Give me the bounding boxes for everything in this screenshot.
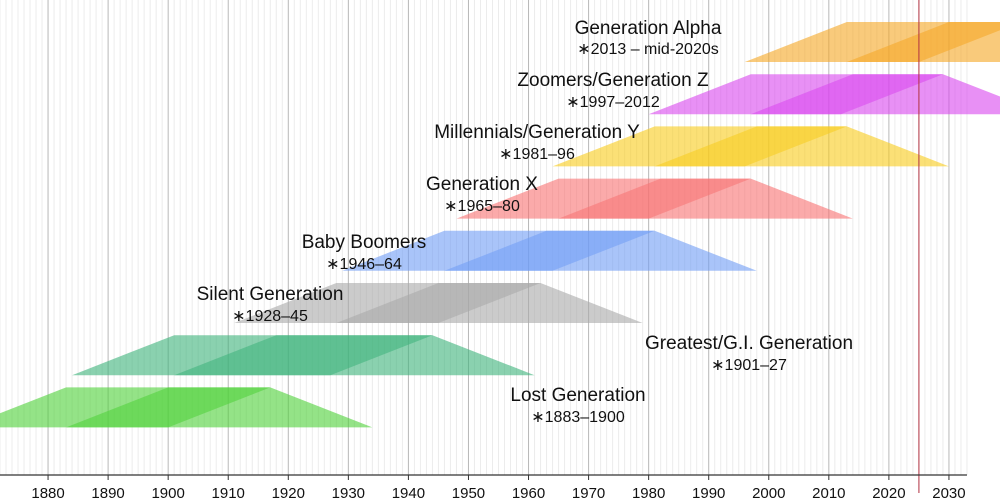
generation-name-label: Silent Generation <box>197 284 344 305</box>
generation-band-silent-generation <box>234 283 643 323</box>
x-axis: 1880 1890 1900 1910 1920 1930 1940 1950 1960 1970… <box>0 474 967 499</box>
x-tick-label: 2010 <box>812 485 845 499</box>
generation-band-generation-x <box>456 178 853 219</box>
x-tick-label: 1900 <box>151 485 184 499</box>
generation-bands <box>0 22 1000 428</box>
x-tick-label: 1970 <box>572 485 605 499</box>
x-tick-label: 1890 <box>91 485 124 499</box>
generation-band-greatest-g-i-generation <box>72 335 535 376</box>
band-core <box>444 230 655 271</box>
generation-years-label: ∗1965–80 <box>444 198 520 215</box>
generation-band-generation-alpha <box>744 22 1000 62</box>
generation-years-label: ∗1883–1900 <box>531 409 625 426</box>
generation-name-label: Millennials/Generation Y <box>434 122 640 143</box>
x-tick-label: 1950 <box>452 485 485 499</box>
generation-band-lost-generation <box>0 387 373 428</box>
x-tick-label: 1990 <box>692 485 725 499</box>
band-core <box>654 126 847 167</box>
x-tick-label: 2020 <box>872 485 905 499</box>
generation-name-label: Generation Alpha <box>575 18 722 39</box>
band-core <box>336 283 541 323</box>
generation-labels: Generation Alpha ∗2013 – mid-2020s Zoomers… <box>197 18 853 426</box>
generation-years-label: ∗1997–2012 <box>566 94 660 111</box>
generation-name-label: Generation X <box>426 174 538 195</box>
generation-band-baby-boomers <box>342 230 757 271</box>
generation-name-label: Greatest/G.I. Generation <box>645 333 853 354</box>
generation-band-millennials-generation-y <box>552 126 949 167</box>
x-tick-label: 2030 <box>932 485 965 499</box>
x-tick-label: 1930 <box>332 485 365 499</box>
generation-years-label: ∗1901–27 <box>711 357 787 374</box>
band-core <box>66 387 271 428</box>
band-core <box>846 22 1000 62</box>
generation-name-label: Zoomers/Generation Z <box>517 70 709 91</box>
generation-years-label: ∗1981–96 <box>499 146 575 163</box>
band-core <box>174 335 433 376</box>
x-tick-label: 1910 <box>212 485 245 499</box>
x-tick-label: 2000 <box>752 485 785 499</box>
x-tick-label: 1920 <box>272 485 305 499</box>
generation-years-label: ∗1946–64 <box>326 256 402 273</box>
generation-band-zoomers-generation-z <box>648 74 1000 115</box>
band-core <box>750 74 943 115</box>
band-core <box>558 178 751 219</box>
x-tick-label: 1980 <box>632 485 665 499</box>
generation-years-label: ∗1928–45 <box>232 308 308 325</box>
x-tick-label: 1940 <box>392 485 425 499</box>
generation-years-label: ∗2013 – mid-2020s <box>577 41 719 58</box>
generation-name-label: Baby Boomers <box>302 232 427 253</box>
x-tick-label: 1880 <box>31 485 64 499</box>
x-tick-label: 1960 <box>512 485 545 499</box>
generation-name-label: Lost Generation <box>510 385 645 406</box>
